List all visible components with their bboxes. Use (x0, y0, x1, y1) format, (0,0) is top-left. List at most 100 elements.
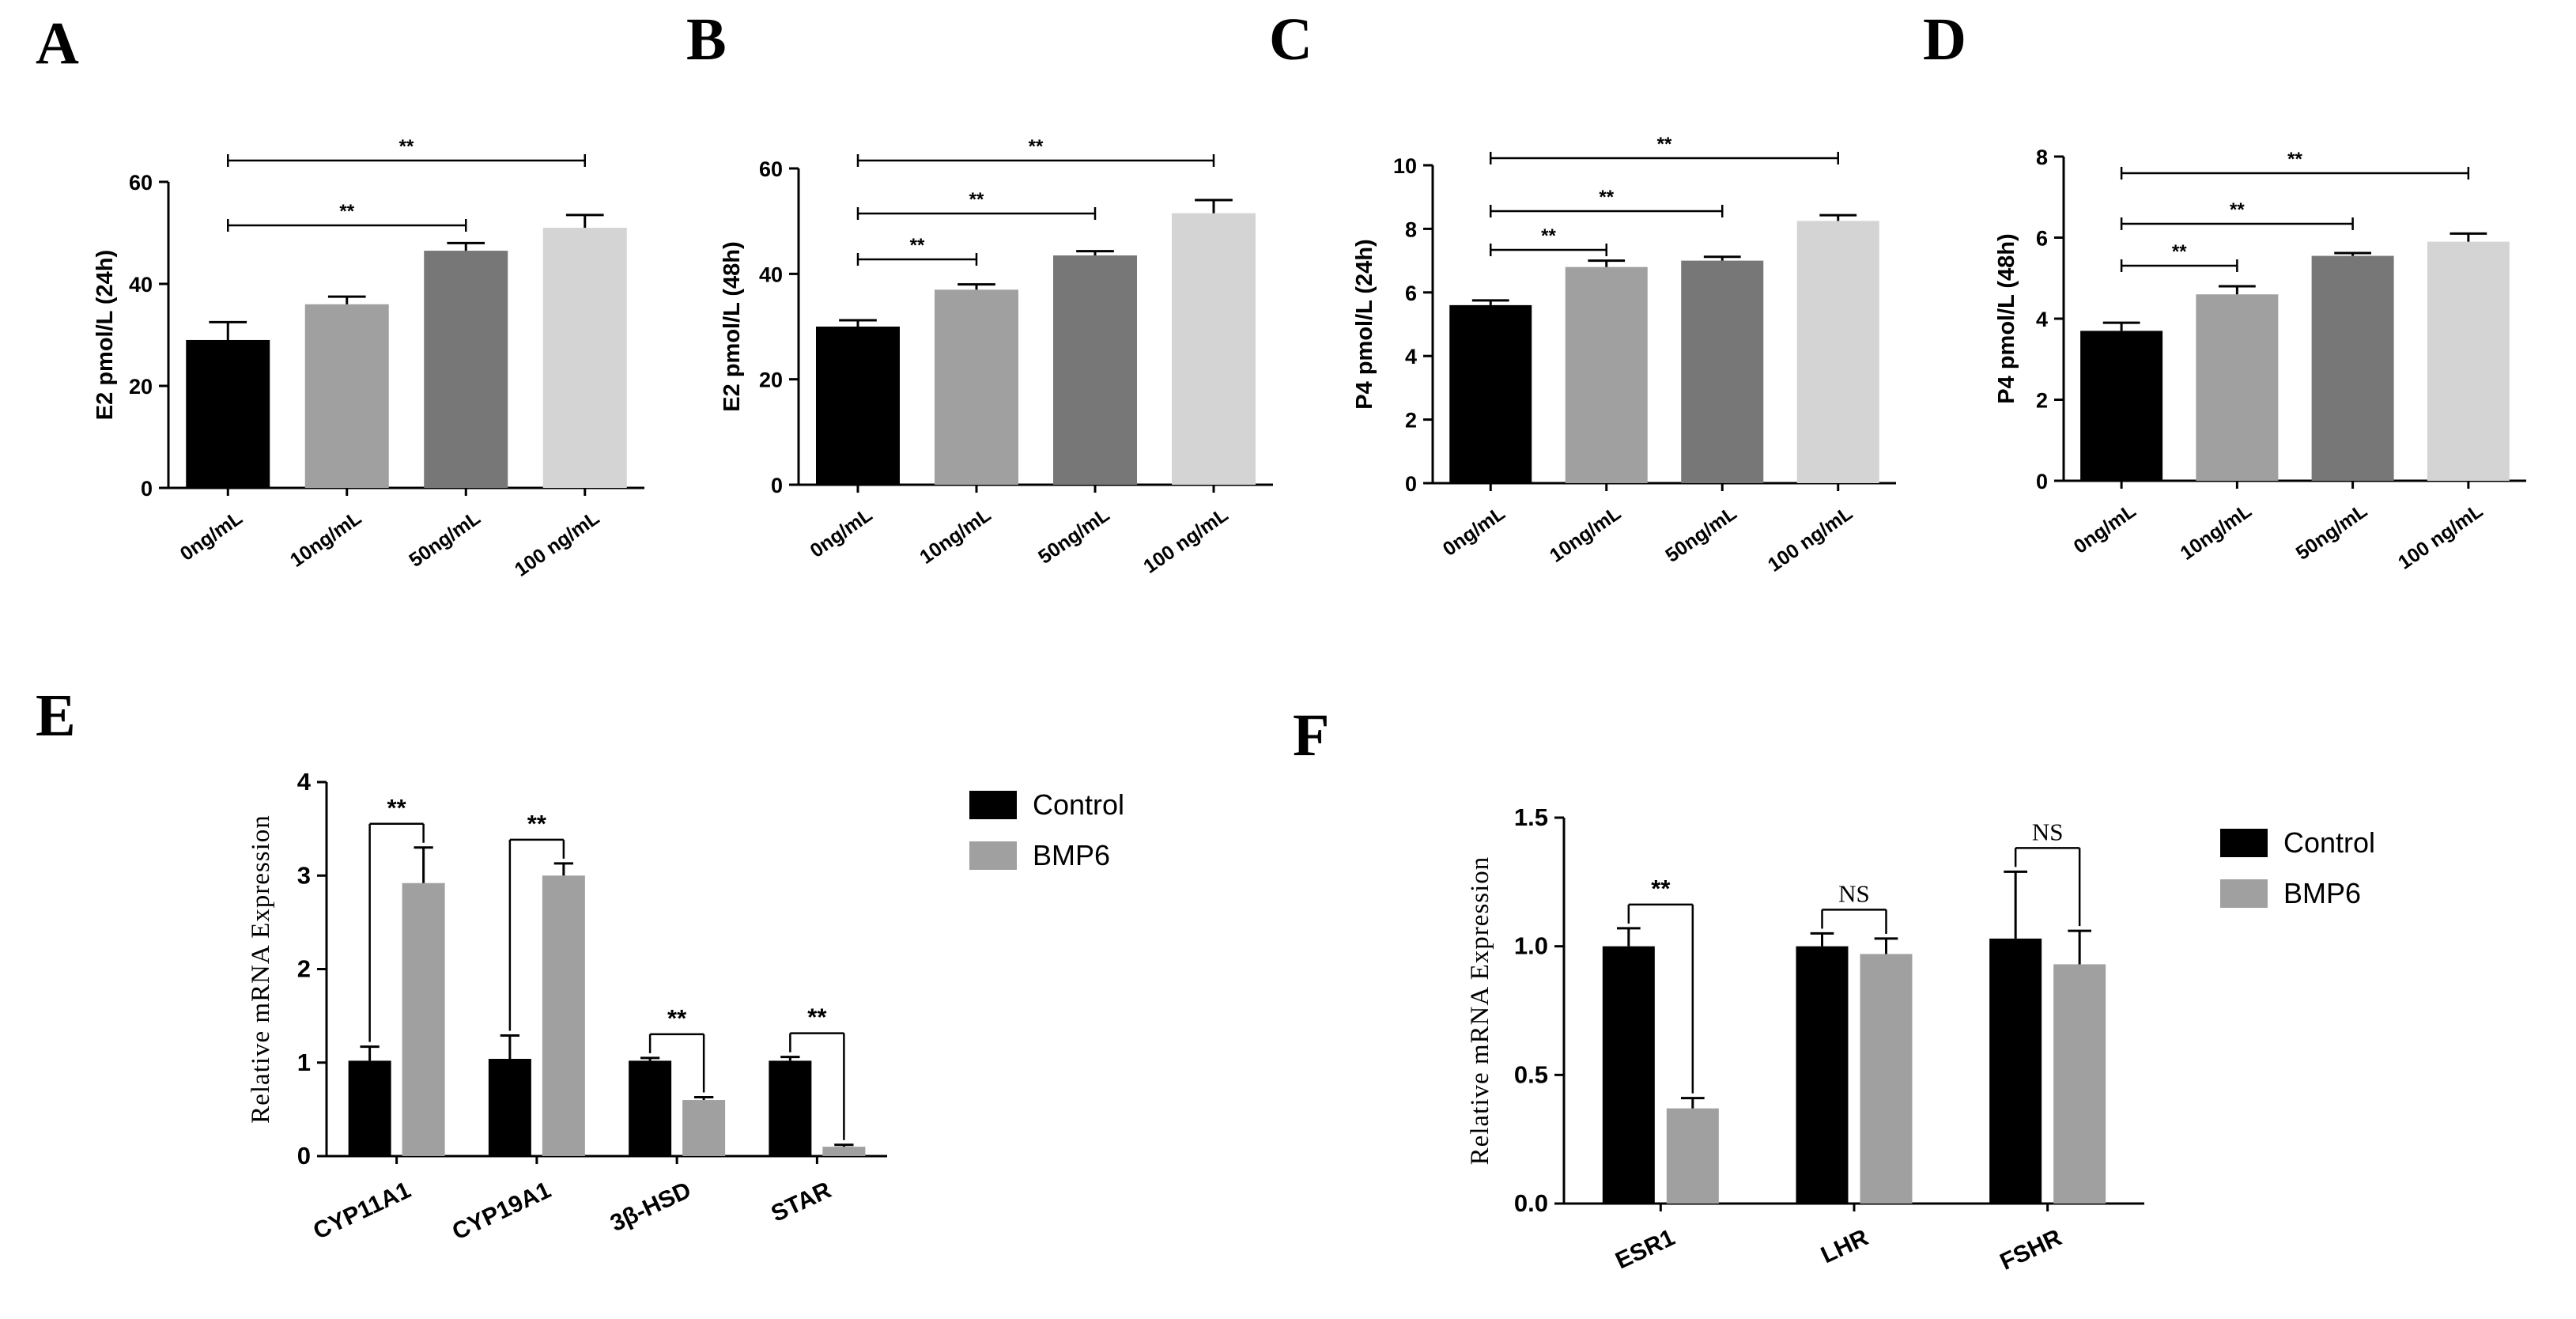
x-tick-label: 0ng/mL (2070, 500, 2140, 558)
y-axis-label: P4 pmol/L (48h) (1994, 233, 2019, 403)
y-tick-label: 0.0 (1514, 1189, 1548, 1217)
x-tick-label: 3β-HSD (606, 1177, 695, 1237)
bar (2427, 241, 2510, 481)
bar-control (1796, 946, 1849, 1204)
significance-label: ** (1029, 136, 1044, 157)
y-axis-label: Relative mRNA Expression (247, 814, 275, 1124)
panel-c: C 0 2 4 6 8 10 P4 pmol/L (24h) 0ng/mL 10ng/mL 50ng… (1269, 6, 1896, 576)
y-tick-label: 4 (297, 768, 312, 796)
bar-control (348, 1060, 391, 1156)
bar (304, 304, 389, 488)
bar-bmp6 (1860, 954, 1913, 1204)
y-tick-label: 40 (129, 273, 153, 297)
significance-label: ** (399, 136, 414, 157)
bar (935, 289, 1018, 485)
y-axis-label: P4 pmol/L (24h) (1352, 239, 1377, 409)
bar-control (629, 1060, 672, 1156)
y-tick-label: 0 (2036, 470, 2048, 493)
legend-swatch-bmp6 (2220, 879, 2268, 908)
x-tick-label: CYP11A1 (309, 1177, 414, 1245)
y-tick-label: 10 (1393, 154, 1417, 178)
x-tick-label: 50ng/mL (2292, 500, 2371, 565)
bar-bmp6 (2053, 964, 2106, 1204)
legend-label: Control (1033, 788, 1124, 821)
bar-control (488, 1059, 531, 1156)
x-tick-label: 10ng/mL (916, 504, 995, 569)
significance-label: ** (387, 794, 407, 822)
panel-d: D 0 2 4 6 8 P4 pmol/L (48h) 0ng/mL 10ng/mL 50ng/m… (1923, 6, 2526, 574)
panel-e: E 0 1 2 3 4 Relative mRNA Expression CYP11A1 CYP… (36, 682, 1124, 1245)
significance-label: ** (807, 1003, 827, 1031)
legend-swatch-control (969, 791, 1017, 819)
y-tick-label: 20 (129, 375, 153, 399)
y-tick-label: 1.0 (1514, 932, 1548, 960)
legend-label: Control (2283, 826, 2375, 859)
y-tick-label: 1.5 (1514, 803, 1548, 831)
panel-letter: B (686, 6, 727, 73)
y-tick-label: 20 (759, 368, 783, 392)
bar (2311, 255, 2394, 481)
significance-label: ** (1651, 875, 1671, 902)
panel-f: F 0.0 0.5 1.0 1.5 Relative mRNA Expression ESR… (1293, 702, 2375, 1276)
x-tick-label: 50ng/mL (405, 507, 484, 572)
bar (1796, 221, 1879, 483)
bar-control (769, 1060, 812, 1156)
bar (1565, 266, 1648, 483)
x-tick-label: CYP19A1 (448, 1177, 555, 1245)
x-tick-label: 10ng/mL (2177, 500, 2256, 565)
y-tick-label: 0 (771, 474, 783, 497)
x-tick-label: 0ng/mL (806, 504, 877, 562)
y-tick-label: 0 (141, 477, 153, 501)
x-tick-label: 100 ng/mL (1764, 502, 1856, 576)
legend-label: BMP6 (2283, 877, 2361, 909)
y-tick-label: 40 (759, 263, 783, 286)
y-tick-label: 60 (129, 171, 153, 195)
significance-label: ** (910, 235, 925, 256)
x-tick-label: 100 ng/mL (1139, 504, 1232, 578)
y-tick-label: 2 (2036, 389, 2048, 413)
significance-label: ** (1599, 187, 1614, 208)
y-tick-label: 3 (297, 861, 311, 889)
significance-label: ** (1657, 134, 1672, 155)
significance-label: ** (2172, 241, 2187, 263)
significance-label: ** (667, 1004, 687, 1032)
y-tick-label: 0.5 (1514, 1060, 1548, 1088)
bar (816, 327, 900, 485)
bar-bmp6 (402, 882, 445, 1156)
x-tick-label: LHR (1817, 1224, 1872, 1268)
y-tick-label: 4 (2036, 308, 2048, 331)
panel-a: A 0 20 40 60 E2 pmol/L (24h) 0ng/mL 10ng/mL 50ng… (36, 10, 644, 581)
bar-bmp6 (822, 1147, 866, 1156)
bar-bmp6 (542, 875, 585, 1156)
bar-control (1602, 946, 1655, 1204)
legend-swatch-bmp6 (969, 841, 1017, 870)
bar (1681, 260, 1764, 483)
y-tick-label: 2 (297, 955, 311, 983)
y-axis-label: Relative mRNA Expression (1466, 856, 1494, 1166)
panel-letter: C (1269, 6, 1313, 73)
y-axis-label: E2 pmol/L (48h) (720, 241, 745, 411)
x-tick-label: ESR1 (1611, 1224, 1679, 1274)
bar (2196, 294, 2279, 481)
y-tick-label: 6 (1405, 282, 1417, 305)
significance-label: ** (2287, 149, 2302, 170)
bar (1449, 304, 1532, 483)
y-tick-label: 6 (2036, 227, 2048, 251)
panel-letter: E (36, 682, 76, 749)
y-tick-label: 4 (1405, 345, 1417, 368)
x-tick-label: 10ng/mL (286, 507, 365, 572)
bar (1053, 255, 1137, 485)
significance-label: ** (1541, 225, 1556, 247)
y-tick-label: 60 (759, 157, 783, 181)
bar (1172, 213, 1256, 485)
y-axis-label: E2 pmol/L (24h) (93, 250, 118, 420)
y-tick-label: 0 (297, 1142, 311, 1170)
x-tick-label: STAR (767, 1177, 835, 1227)
significance-label: ** (527, 810, 547, 837)
y-tick-label: 2 (1405, 409, 1417, 433)
significance-label: ** (2230, 199, 2245, 221)
x-tick-label: 0ng/mL (176, 507, 247, 565)
panel-letter: D (1923, 6, 1966, 73)
panel-letter: F (1293, 702, 1329, 769)
